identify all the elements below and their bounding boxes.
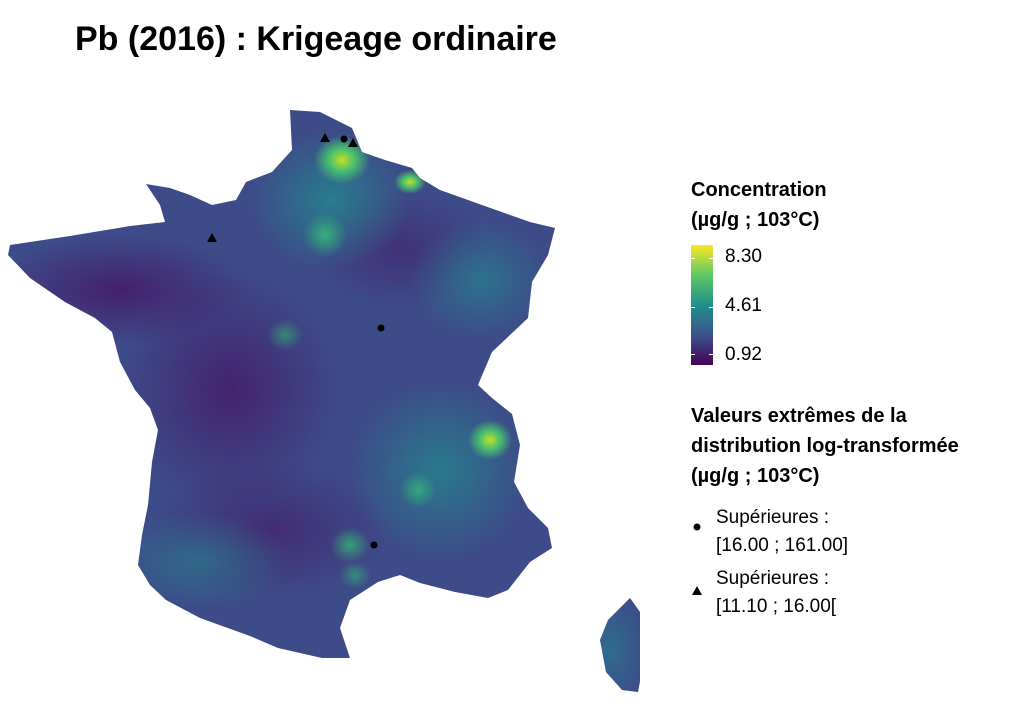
legend-circle-symbol (693, 523, 701, 531)
colorbar-tick (691, 258, 695, 259)
extreme-mid-marker (320, 133, 330, 142)
extreme-high-marker (370, 541, 378, 549)
legend-item-triangle: Supérieures : [11.10 ; 16.00[ (716, 565, 836, 621)
concentration-colorbar (691, 245, 713, 365)
extreme-mid-marker (207, 233, 217, 242)
legend-item-triangle-line1: Supérieures : (716, 568, 830, 589)
map-title: Pb (2016) : Krigeage ordinaire (75, 20, 557, 58)
colorbar-tick (709, 258, 713, 259)
extremes-legend-title: Valeurs extrêmes de la distribution log-… (691, 401, 959, 491)
concentration-legend-title: Concentration (µg/g ; 103°C) (691, 175, 827, 235)
extreme-high-marker (340, 135, 348, 143)
legend-triangle-symbol (692, 586, 702, 595)
extreme-mid-marker (348, 138, 358, 147)
extreme-high-marker (377, 324, 385, 332)
colorbar-tick (691, 307, 695, 308)
colorbar-tick (691, 354, 695, 355)
colorbar-max-label: 8.30 (725, 246, 762, 267)
france-map (8, 110, 640, 692)
concentration-legend-title-line1: Concentration (691, 179, 827, 201)
extremes-legend-title-line3: (µg/g ; 103°C) (691, 465, 820, 487)
colorbar-mid-label: 4.61 (725, 295, 762, 316)
legend-item-circle: Supérieures : [16.00 ; 161.00] (716, 504, 848, 560)
extremes-legend-title-line2: distribution log-transformée (691, 435, 959, 457)
legend-item-triangle-line2: [11.10 ; 16.00[ (716, 596, 837, 617)
concentration-legend-title-line2: (µg/g ; 103°C) (691, 209, 820, 231)
colorbar-min-label: 0.92 (725, 344, 762, 365)
colorbar-tick (709, 307, 713, 308)
legend-item-circle-line2: [16.00 ; 161.00] (716, 535, 849, 556)
extremes-legend-title-line1: Valeurs extrêmes de la (691, 405, 907, 427)
colorbar-tick (709, 354, 713, 355)
legend-item-circle-line1: Supérieures : (716, 507, 830, 528)
